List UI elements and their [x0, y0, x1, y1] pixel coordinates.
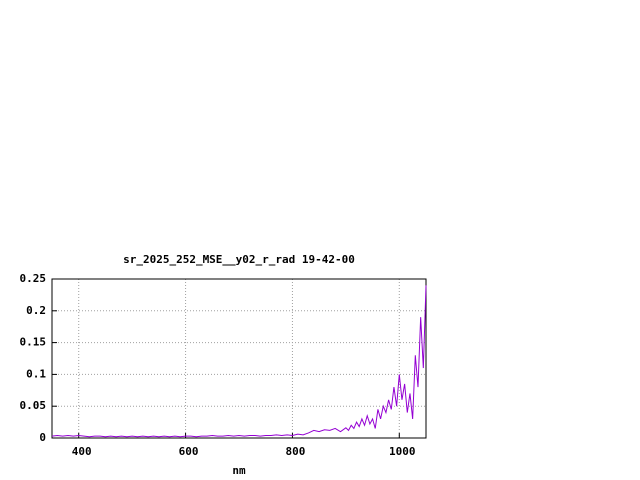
data-line: [51, 285, 427, 438]
x-tick-label: 1000: [389, 445, 416, 458]
y-tick-label: 0: [39, 431, 46, 444]
x-tick-label: 800: [285, 445, 305, 458]
y-tick-label: 0.15: [20, 336, 47, 349]
plot-border: [51, 278, 427, 439]
x-tick-label: 600: [179, 445, 199, 458]
y-tick-label: 0.25: [20, 272, 47, 285]
y-tick-label: 0.1: [26, 367, 46, 380]
x-axis-label: nm: [232, 464, 246, 477]
y-tick-label: 0.2: [26, 304, 46, 317]
y-tick-label: 0.05: [20, 399, 47, 412]
x-tick-label: 400: [72, 445, 92, 458]
chart-title: sr_2025_252_MSE__y02_r_rad 19-42-00: [123, 253, 355, 266]
